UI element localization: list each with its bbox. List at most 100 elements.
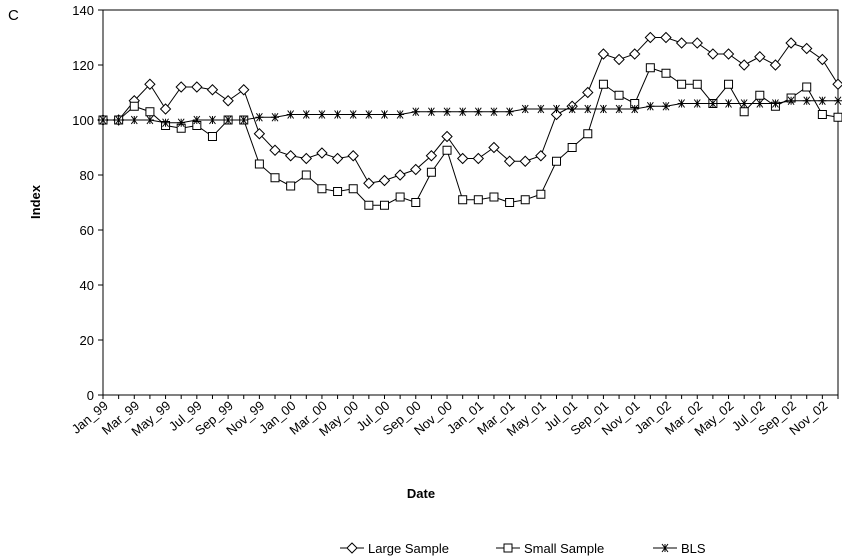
- data-point: [677, 79, 687, 89]
- legend-marker: [503, 543, 513, 553]
- data-point: [582, 86, 594, 99]
- data-point: [597, 48, 610, 60]
- data-point: [238, 84, 250, 96]
- data-point: [208, 115, 217, 125]
- data-point: [598, 79, 608, 89]
- data-point: [364, 200, 374, 210]
- data-point: [691, 37, 703, 49]
- y-tick-label: 140: [72, 3, 94, 18]
- data-point: [144, 78, 156, 90]
- data-point: [458, 195, 468, 205]
- series-line: [103, 37, 839, 184]
- data-point: [505, 198, 515, 207]
- data-point: [488, 141, 500, 154]
- legend-label: Large Sample: [368, 541, 449, 556]
- data-point: [505, 107, 514, 117]
- data-point: [177, 118, 186, 128]
- data-point: [224, 115, 233, 125]
- data-point: [552, 156, 562, 166]
- data-point: [724, 99, 733, 108]
- data-point: [785, 37, 797, 49]
- data-point: [677, 99, 686, 108]
- data-point: [755, 90, 765, 100]
- y-tick-label: 120: [72, 58, 94, 73]
- data-point: [254, 159, 264, 169]
- data-point: [472, 152, 485, 165]
- data-point: [443, 107, 452, 117]
- data-point: [269, 144, 281, 156]
- legend-item: Large Sample: [340, 541, 449, 556]
- data-point: [535, 150, 547, 162]
- data-point: [302, 110, 311, 119]
- data-point: [456, 152, 469, 165]
- data-point: [159, 103, 172, 115]
- data-point: [145, 107, 155, 117]
- data-point: [536, 189, 546, 199]
- data-point: [253, 128, 266, 140]
- data-point: [348, 184, 358, 194]
- data-point: [300, 152, 313, 165]
- data-point: [161, 118, 170, 128]
- data-point: [567, 143, 577, 152]
- data-point: [317, 110, 326, 119]
- data-point: [646, 101, 655, 111]
- data-point: [410, 163, 422, 176]
- data-point: [129, 101, 139, 111]
- data-point: [191, 81, 203, 93]
- panel-label: C: [8, 7, 19, 24]
- data-point: [614, 90, 624, 100]
- data-point: [661, 101, 670, 111]
- data-point: [769, 59, 782, 71]
- legend-label: Small Sample: [524, 541, 604, 556]
- data-point: [394, 169, 406, 181]
- data-point: [599, 104, 608, 114]
- data-point: [834, 96, 842, 106]
- data-point: [787, 96, 796, 106]
- data-point: [724, 79, 734, 89]
- data-point: [441, 130, 453, 143]
- data-point: [613, 53, 625, 66]
- data-point: [628, 48, 641, 60]
- data-point: [583, 104, 592, 114]
- data-point: [363, 177, 375, 189]
- legend-item: BLS: [653, 541, 706, 556]
- data-point: [583, 129, 593, 139]
- data-point: [645, 63, 655, 73]
- data-point: [832, 78, 842, 90]
- data-point: [536, 104, 545, 114]
- data-point: [739, 107, 749, 117]
- data-point: [255, 112, 264, 122]
- data-point: [754, 51, 766, 63]
- data-point: [520, 195, 530, 205]
- data-point: [660, 31, 672, 44]
- data-point: [489, 192, 499, 202]
- data-point: [833, 112, 842, 122]
- data-point: [816, 53, 829, 66]
- data-point: [130, 115, 139, 125]
- legend-marker: [346, 542, 358, 554]
- data-point: [722, 48, 735, 60]
- data-point: [411, 198, 421, 207]
- data-point: [738, 59, 750, 71]
- data-point: [331, 152, 344, 165]
- data-point: [552, 104, 561, 114]
- legend-label: BLS: [681, 541, 706, 556]
- data-point: [568, 104, 577, 114]
- data-point: [284, 150, 297, 162]
- y-tick-label: 20: [80, 333, 94, 348]
- data-point: [630, 104, 639, 114]
- data-point: [99, 115, 107, 125]
- data-point: [222, 95, 234, 107]
- data-point: [349, 110, 358, 119]
- plot-area: [102, 9, 839, 396]
- data-point: [286, 181, 296, 191]
- x-axis-label: Date: [407, 486, 435, 501]
- data-point: [114, 115, 123, 125]
- data-point: [239, 115, 248, 125]
- data-point: [175, 81, 187, 93]
- data-point: [707, 48, 719, 60]
- y-tick-label: 100: [72, 113, 94, 128]
- data-point: [301, 170, 311, 180]
- data-point: [442, 145, 452, 155]
- y-tick-label: 0: [87, 388, 94, 403]
